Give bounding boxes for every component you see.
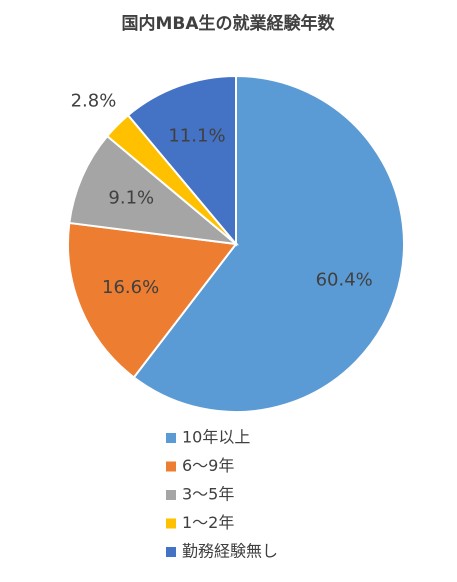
data-label: 11.1%: [168, 126, 225, 147]
legend-label: 勤務経験無し: [182, 542, 278, 561]
pie-slice: [126, 74, 237, 247]
chart-title: 国内MBA生の就業経験年数: [121, 13, 335, 34]
legend-label: 1～2年: [182, 513, 234, 532]
legend-swatch: [166, 547, 176, 557]
data-label: 16.6%: [102, 277, 159, 298]
legend-swatch: [166, 433, 176, 443]
pie-slice: [68, 134, 240, 246]
pie-slice: [67, 221, 238, 379]
data-label: 2.8%: [71, 90, 117, 111]
data-label: 9.1%: [108, 187, 154, 208]
legend-label: 6～9年: [182, 456, 234, 475]
legend-swatch: [166, 490, 176, 500]
pie-slice: [132, 74, 405, 413]
legend-swatch: [166, 518, 176, 529]
legend-swatch: [166, 461, 176, 472]
data-label: 60.4%: [316, 270, 373, 291]
legend-label: 3～5年: [182, 485, 234, 504]
legend-label: 10年以上: [182, 428, 250, 447]
